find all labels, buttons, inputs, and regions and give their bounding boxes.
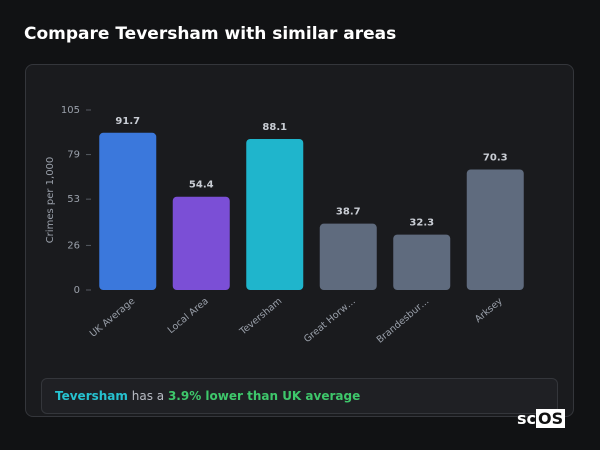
y-axis-label: Crimes per 1,000 xyxy=(45,157,56,244)
page-title: Compare Teversham with similar areas xyxy=(24,24,397,44)
value-label: 91.7 xyxy=(115,116,140,127)
note-highlight: 3.9% lower than UK average xyxy=(167,389,361,403)
y-tick-label: 79 xyxy=(67,150,80,161)
y-tick-label: 105 xyxy=(61,105,80,116)
x-tick-label: Teversham xyxy=(237,296,284,338)
brand-suffix: OS xyxy=(536,409,566,428)
y-tick-label: 0 xyxy=(74,285,80,296)
value-label: 38.7 xyxy=(336,207,361,218)
value-label: 70.3 xyxy=(483,152,508,163)
value-label: 88.1 xyxy=(262,122,287,133)
note-area: Teversham xyxy=(55,389,128,403)
x-tick-label: Local Area xyxy=(166,296,211,336)
bar xyxy=(393,234,451,290)
x-tick-label: Brandesbur… xyxy=(375,296,432,346)
value-label: 54.4 xyxy=(189,180,214,191)
bar xyxy=(172,196,230,290)
bar xyxy=(466,169,524,290)
y-tick-label: 53 xyxy=(67,194,80,205)
x-tick-label: UK Average xyxy=(88,296,137,340)
brand-prefix: sc xyxy=(517,409,537,428)
note-text: has a xyxy=(131,389,165,403)
summary-note: Teversham has a 3.9% lower than UK avera… xyxy=(41,378,558,414)
x-tick-label: Great Horw… xyxy=(302,296,358,345)
bar xyxy=(99,132,157,290)
y-tick-label: 26 xyxy=(67,240,80,251)
x-tick-label: Arksey xyxy=(473,296,505,325)
bar xyxy=(246,138,304,290)
bar xyxy=(319,223,377,290)
value-label: 32.3 xyxy=(409,218,434,229)
brand-logo: sc OS xyxy=(517,409,566,428)
